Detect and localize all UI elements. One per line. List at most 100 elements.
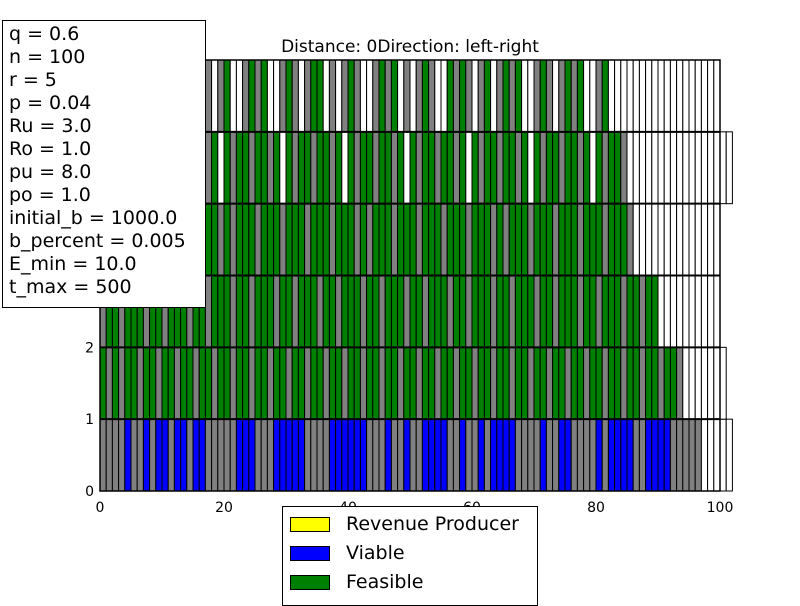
bar-cell [322, 418, 330, 492]
bar-cell [434, 203, 442, 277]
bar-cell [452, 203, 461, 277]
bar-cell [614, 418, 622, 492]
bar-cell [558, 418, 566, 492]
bar-cell [266, 346, 275, 420]
bar-cell [279, 59, 287, 133]
bar-cell [719, 418, 727, 492]
bar-cell [341, 59, 349, 133]
parameter-line: E_min = 10.0 [9, 253, 137, 275]
bar-cell [483, 275, 492, 348]
bar-cell [446, 418, 454, 492]
bar-cell [663, 346, 671, 420]
bar-cell [657, 131, 665, 205]
bar-cell [576, 131, 585, 205]
bar-cell [446, 275, 454, 348]
bar-cell [229, 59, 237, 133]
bar-cell [471, 131, 479, 205]
bar-cell [254, 203, 262, 277]
bar-cell [527, 131, 535, 205]
bar-cell [570, 275, 578, 348]
bar-cell [471, 346, 479, 420]
bar-cell [508, 346, 516, 420]
bar-cell [347, 59, 355, 133]
bar-cell [496, 346, 504, 420]
bar-cell [378, 275, 386, 348]
bar-cell [111, 346, 120, 420]
bar-cell [657, 418, 665, 492]
bar-cell [211, 131, 219, 205]
bar-cell [601, 59, 609, 133]
bar-cell [719, 346, 727, 420]
bar-cell [682, 131, 690, 205]
bar-cell [378, 131, 386, 205]
bar-cell [638, 275, 647, 348]
bar-cell [248, 203, 256, 277]
bar-cell [694, 203, 702, 277]
bar-cell [521, 203, 529, 277]
bar-cell [669, 59, 678, 133]
bar-cell [341, 131, 349, 205]
bar-cell [570, 203, 578, 277]
bar-cell [415, 131, 423, 205]
bar-cell [266, 203, 275, 277]
bar-cell [638, 346, 647, 420]
bar-cell [558, 346, 566, 420]
bar-cell [260, 203, 268, 277]
bar-cell [502, 275, 510, 348]
bar-cell [576, 203, 585, 277]
bar-cell [297, 275, 306, 348]
bar-cell [533, 203, 541, 277]
parameter-line: q = 0.6 [9, 23, 80, 45]
bar-cell [601, 275, 609, 348]
bar-cell [266, 131, 275, 205]
bar-cell [688, 131, 696, 205]
bar-cell [322, 346, 330, 420]
bar-cell [552, 418, 560, 492]
y-axis-ticks: 0 1 2 [85, 340, 94, 500]
bar-cell [428, 203, 436, 277]
bar-cell [682, 203, 690, 277]
bar-cell [676, 203, 684, 277]
bar-cell [614, 203, 622, 277]
bar-cell [366, 131, 374, 205]
bar-cell [514, 275, 523, 348]
bar-cell [421, 418, 430, 492]
bar-cell [527, 203, 535, 277]
bar-cell [620, 346, 628, 420]
bar-cell [496, 59, 504, 133]
bar-cell [378, 203, 386, 277]
bar-cell [291, 59, 299, 133]
bar-cell [483, 203, 492, 277]
parameter-line: b_percent = 0.005 [9, 230, 186, 252]
bar-cell [192, 418, 200, 492]
bar-cell [322, 275, 330, 348]
y-tick-label: 0 [85, 484, 94, 500]
bar-cell [657, 203, 665, 277]
bar-cell [521, 275, 529, 348]
bar-cell [304, 275, 312, 348]
bar-cell [446, 346, 454, 420]
bar-cell [266, 275, 275, 348]
bar-cell [651, 418, 659, 492]
bar-cell [459, 203, 467, 277]
bar-cell [707, 418, 715, 492]
bar-cell [626, 418, 634, 492]
bar-cell [583, 131, 591, 205]
bar-cell [589, 203, 597, 277]
bar-cell [700, 275, 709, 348]
bar-cell [105, 346, 113, 420]
bar-cell [204, 59, 213, 133]
bar-cell [564, 203, 572, 277]
bar-cell [347, 131, 355, 205]
bar-cell [465, 418, 473, 492]
bar-cell [359, 418, 368, 492]
bar-cell [632, 418, 640, 492]
bar-cell [124, 418, 132, 492]
bar-cell [229, 131, 237, 205]
bar-cell [217, 203, 225, 277]
bar-cell [651, 346, 659, 420]
bar-cell [508, 203, 516, 277]
bar-cell [304, 131, 312, 205]
bar-cell [620, 418, 628, 492]
bar-cell [576, 418, 585, 492]
